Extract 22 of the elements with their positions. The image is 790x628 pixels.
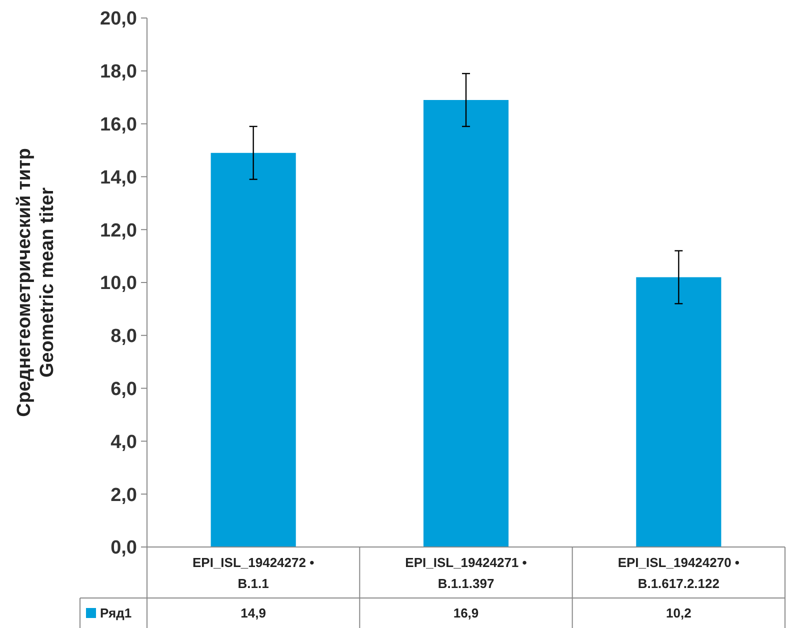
x-tick-label: EPI_ISL_19424270 • B.1.617.2.122 (618, 555, 740, 591)
data-label: 16,9 (453, 606, 479, 621)
y-tick-label: 10,0 (100, 273, 137, 294)
y-tick-label: 20,0 (100, 8, 137, 30)
y-axis-title: Среднегеометрический титр Geometric mean titer (14, 148, 58, 417)
data-label: 14,9 (240, 606, 266, 621)
y-tick-label: 18,0 (100, 62, 137, 83)
y-tick-label: 0,0 (110, 538, 137, 559)
y-tick-label: 16,0 (100, 114, 137, 136)
y-tick-label: 12,0 (100, 220, 137, 242)
y-tick-label: 6,0 (110, 378, 137, 400)
bar (423, 100, 509, 547)
legend-label: Ряд1 (100, 606, 132, 621)
y-tick-label: 4,0 (110, 432, 137, 453)
data-label: 10,2 (666, 606, 692, 621)
x-tick-label: EPI_ISL_19424272 • B.1.1 (192, 555, 315, 591)
y-tick-label: 14,0 (100, 167, 137, 188)
bar (636, 277, 722, 547)
y-tick-label: 2,0 (110, 484, 137, 506)
y-tick-label: 8,0 (110, 326, 137, 348)
bar (210, 152, 296, 547)
x-tick-label: EPI_ISL_19424271 • B.1.1.397 (405, 555, 528, 591)
